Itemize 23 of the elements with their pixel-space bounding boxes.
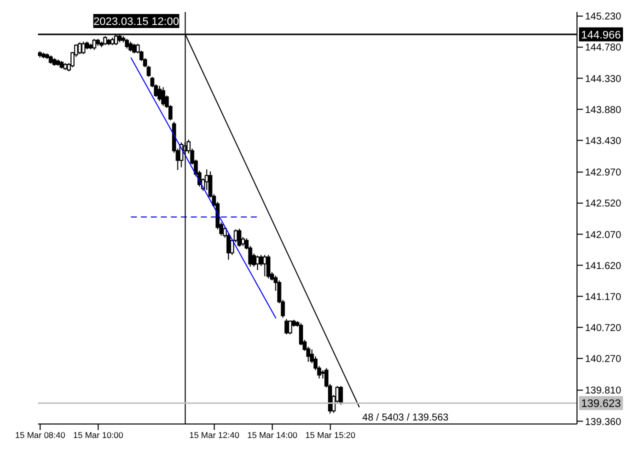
y-tick-label: 140.270 [585, 354, 622, 365]
ref-line-label: 139.623 [581, 398, 621, 410]
y-tick-label: 142.520 [585, 198, 622, 210]
y-tick-label: 144.780 [585, 42, 622, 54]
y-tick-label: 139.360 [585, 416, 622, 428]
y-tick-label: 141.620 [585, 260, 622, 272]
x-tick-label: 15 Mar 14:00 [247, 430, 298, 440]
y-tick-label: 145.230 [585, 12, 622, 23]
x-tick-label: 15 Mar 12:40 [189, 430, 240, 440]
x-tick-label: 15 Mar 15:20 [305, 430, 356, 440]
y-tick-label: 141.170 [585, 292, 622, 303]
ref-line-label: 2023.03.15 12:00 [93, 16, 180, 28]
x-tick-label: 15 Mar 10:00 [73, 430, 124, 440]
y-tick-label: 142.070 [585, 230, 622, 241]
y-tick-label: 139.810 [585, 386, 622, 397]
annotation: 48 / 5403 / 139.563 [362, 412, 449, 424]
x-tick-label: 15 Mar 08:40 [15, 430, 66, 440]
y-tick-label: 144.330 [585, 74, 622, 85]
ref-line-label: 144.966 [581, 29, 621, 42]
y-tick-label: 142.970 [585, 168, 622, 179]
y-tick-label: 143.430 [585, 136, 622, 147]
y-tick-label: 140.720 [585, 322, 622, 334]
y-tick-label: 143.880 [585, 104, 622, 116]
